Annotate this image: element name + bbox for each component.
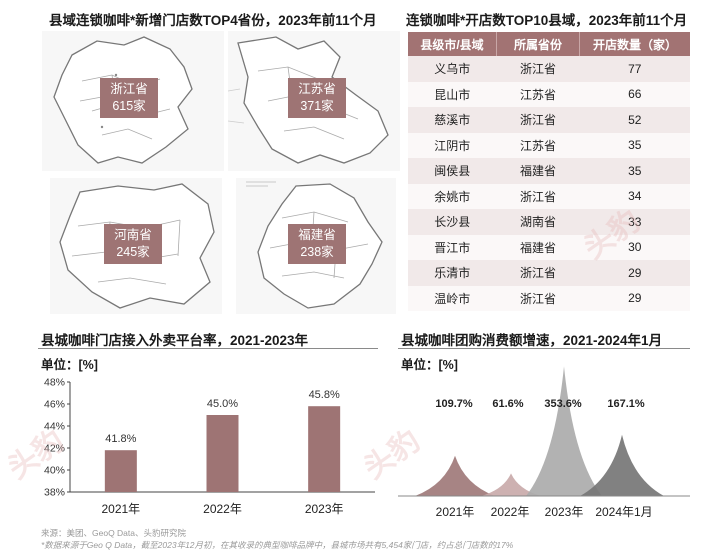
area-category-label: 2023年 [545,505,584,519]
zhejiang-label: 浙江省 615家 [100,78,158,118]
header-province: 所属省份 [496,32,580,56]
table-row: 义乌市 浙江省 77 [408,56,690,82]
cell-count: 77 [579,56,690,82]
zhejiang-name: 浙江省 [110,82,148,96]
cell-county: 慈溪市 [408,107,497,133]
map-section-title: 县域连锁咖啡*新增门店数TOP4省份，2023年前11个月 [49,13,377,28]
area-chart: 109.7% 2021年 61.6% 2022年 353.6% 2023年 167.1% 20… [398,366,690,519]
cell-province: 江苏省 [496,132,580,158]
bar-category-label: 2021年 [101,502,140,516]
cell-province: 浙江省 [496,183,580,209]
header-count: 开店数量（家） [579,32,690,56]
table-section-title: 连锁咖啡*开店数TOP10县域，2023年前11个月 [406,13,688,28]
area-category-label: 2021年 [436,505,475,519]
source-line: 来源：美团、GeoQ Data、头豹研究院 [41,528,186,538]
area-value-label: 167.1% [607,398,645,410]
area-peak-3 [526,366,602,496]
table-row: 闽侯县 福建省 35 [408,158,690,184]
cell-province: 浙江省 [496,285,580,311]
table-header-row: 县级市/县域 所属省份 开店数量（家） [408,32,690,56]
cell-province: 浙江省 [496,260,580,286]
bar-value-label: 45.0% [207,398,238,410]
bar-y-tick-label: 46% [44,399,65,411]
area-chart-title: 县城咖啡团购消费额增速，2021-2024年1月 [401,333,663,348]
table-body: 义乌市 浙江省 77 昆山市 江苏省 66 慈溪市 浙江省 52 江阴市 江苏省 35 闽侯县 福建省 35… [408,56,690,311]
cell-count: 29 [579,285,690,311]
cell-province: 浙江省 [496,56,580,82]
bar-category-label: 2023年 [305,502,344,516]
bar-value-label: 45.8% [309,389,340,401]
cell-county: 昆山市 [408,81,497,107]
cell-province: 福建省 [496,158,580,184]
table-row: 晋江市 福建省 30 [408,234,690,260]
jiangsu-label: 江苏省 371家 [288,78,346,118]
bar-category-label: 2022年 [203,502,242,516]
cell-county: 乐清市 [408,260,497,286]
cell-count: 52 [579,107,690,133]
table-row: 江阴市 江苏省 35 [408,132,690,158]
table-row: 温岭市 浙江省 29 [408,285,690,311]
area-peak-2 [481,473,541,496]
bar-y-tick-label: 40% [44,465,65,477]
cell-province: 浙江省 [496,107,580,133]
table-row: 慈溪市 浙江省 52 [408,107,690,133]
bar-y-tick-label: 38% [44,487,65,499]
bar-3 [308,406,341,492]
area-peak-1 [415,455,495,496]
area-value-label: 353.6% [544,398,582,410]
zhejiang-stores: 615家 [112,99,146,113]
area-unit-label: 单位：[%] [401,358,458,372]
bar-1 [104,450,137,492]
cell-count: 30 [579,234,690,260]
cell-county: 江阴市 [408,132,497,158]
cell-county: 长沙县 [408,209,497,235]
bar-value-label: 41.8% [105,433,136,445]
bar-chart: 38% 40% 42% 44% 46% 48% 41.8% 2021年 45.0% 2022年 45… [44,377,375,516]
bar-y-tick-label: 42% [44,443,65,455]
cell-province: 福建省 [496,234,580,260]
cell-province: 湖南省 [496,209,580,235]
cell-count: 33 [579,209,690,235]
cell-county: 余姚市 [408,183,497,209]
table-row: 余姚市 浙江省 34 [408,183,690,209]
source-footnote: *数据来源于Geo Q Data，截至2023年12月初，在其收录的典型咖啡品牌… [41,540,514,550]
cell-count: 35 [579,132,690,158]
area-category-label: 2022年 [491,505,530,519]
cell-county: 温岭市 [408,285,497,311]
bar-2 [206,415,239,492]
area-value-label: 61.6% [492,398,523,410]
bar-unit-label: 单位：[%] [41,358,98,372]
bar-title-rule [38,348,378,349]
table-row: 乐清市 浙江省 29 [408,260,690,286]
fujian-stores: 238家 [300,245,334,259]
bar-chart-title: 县城咖啡门店接入外卖平台率，2021-2023年 [41,333,309,348]
fujian-name: 福建省 [298,228,336,242]
cell-county: 义乌市 [408,56,497,82]
bar-y-tick-label: 48% [44,377,65,389]
jiangsu-name: 江苏省 [298,82,336,96]
cell-count: 34 [579,183,690,209]
cell-count: 29 [579,260,690,286]
bar-y-tick-label: 44% [44,421,65,433]
top10-county-table: 县级市/县域 所属省份 开店数量（家） 义乌市 浙江省 77 昆山市 江苏省 66 慈溪市浙… [408,32,690,311]
table-row: 长沙县 湖南省 33 [408,209,690,235]
header-county: 县级市/县域 [408,32,497,56]
map-jiangsu [228,31,400,171]
cell-county: 晋江市 [408,234,497,260]
jiangsu-stores: 371家 [300,99,334,113]
area-peak-4 [580,434,664,496]
fujian-label: 福建省 238家 [288,224,346,264]
cell-county: 闽侯县 [408,158,497,184]
cell-count: 35 [579,158,690,184]
cell-province: 江苏省 [496,81,580,107]
henan-stores: 245家 [116,245,150,259]
henan-label: 河南省 245家 [104,224,162,264]
cell-count: 66 [579,81,690,107]
table-row: 昆山市 江苏省 66 [408,81,690,107]
henan-name: 河南省 [114,228,152,242]
area-value-label: 109.7% [435,398,473,410]
area-title-rule [398,348,690,349]
area-category-label: 2024年1月 [595,505,652,519]
